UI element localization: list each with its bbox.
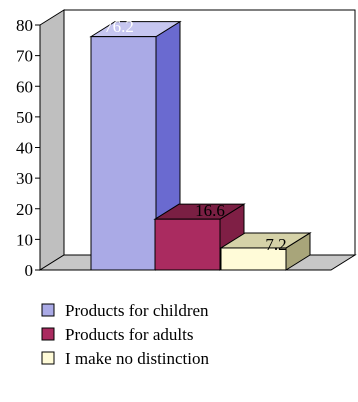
y-tick-label: 50 [16, 108, 33, 127]
y-tick-label: 70 [16, 47, 33, 66]
y-tick-label: 20 [16, 200, 33, 219]
bars [89, 20, 312, 271]
legend-swatch [41, 303, 55, 317]
left-wall [39, 9, 65, 271]
legend-swatch [41, 351, 55, 365]
legend: Products for children Products for adults… [41, 301, 210, 368]
data-label: 76.2 [104, 17, 134, 36]
bar [154, 218, 221, 271]
legend-swatch [41, 327, 55, 341]
legend-label: Products for adults [65, 325, 193, 344]
data-label: 7.2 [265, 235, 286, 254]
y-tick-label: 80 [16, 16, 33, 35]
legend-label: Products for children [65, 301, 209, 320]
y-tick-label: 60 [16, 77, 33, 96]
y-tick-label: 10 [16, 230, 33, 249]
bar [90, 36, 157, 271]
y-tick-label: 40 [16, 139, 33, 158]
y-axis: 0 10 20 30 40 50 60 70 80 [16, 16, 41, 280]
bar [220, 247, 287, 271]
data-labels: 76.2 16.6 7.2 [104, 17, 287, 254]
y-tick-label: 30 [16, 169, 33, 188]
legend-label: I make no distinction [65, 349, 210, 368]
data-label: 16.6 [195, 201, 225, 220]
y-tick-label: 0 [25, 261, 34, 280]
